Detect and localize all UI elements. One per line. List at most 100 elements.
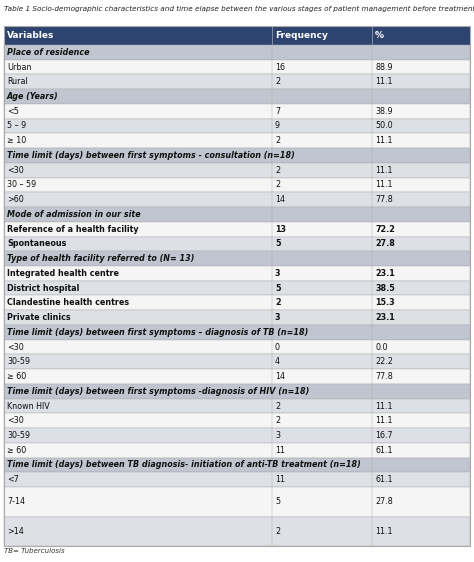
Text: 14: 14 [275,372,285,381]
Text: 38.5: 38.5 [375,284,395,293]
Bar [4,237,470,251]
Text: 3: 3 [275,269,281,278]
Text: Reference of a health facility: Reference of a health facility [7,225,138,234]
Bar [4,119,470,133]
Bar [4,26,470,45]
Text: 5 – 9: 5 – 9 [7,121,26,130]
Bar [4,325,470,339]
Text: 27.8: 27.8 [375,239,395,248]
Text: Time limit (days) between first symptoms – diagnosis of TB (n=18): Time limit (days) between first symptoms… [7,328,308,337]
Bar [4,133,470,148]
Text: Spontaneous: Spontaneous [7,239,66,248]
Text: 2: 2 [275,180,280,189]
Text: 3: 3 [275,431,280,440]
Bar [4,384,470,398]
Text: Time limit (days) between first symptoms - consultation (n=18): Time limit (days) between first symptoms… [7,151,295,160]
Text: 9: 9 [275,121,280,130]
Text: 11.1: 11.1 [375,136,392,145]
Bar [4,104,470,119]
Text: 14: 14 [275,195,285,204]
Bar [4,339,470,355]
Text: 38.9: 38.9 [375,107,393,116]
Text: Clandestine health centres: Clandestine health centres [7,298,129,307]
Bar [4,251,470,266]
Text: Place of residence: Place of residence [7,48,90,57]
Text: 5: 5 [275,284,281,293]
Bar [4,192,470,207]
Bar [4,281,470,296]
Bar [4,414,470,428]
Text: 50.0: 50.0 [375,121,393,130]
Text: 11: 11 [275,475,285,484]
Text: Frequency: Frequency [275,31,328,40]
Text: <30: <30 [7,166,24,175]
Text: Variables: Variables [7,31,55,40]
Bar [4,74,470,89]
Bar [4,266,470,281]
Bar [4,428,470,443]
Text: 72.2: 72.2 [375,225,395,234]
Text: 7: 7 [275,107,280,116]
Text: 11.1: 11.1 [375,416,392,425]
Text: Integrated health centre: Integrated health centre [7,269,119,278]
Text: 30-59: 30-59 [7,431,30,440]
Bar [4,178,470,192]
Text: Mode of admission in our site: Mode of admission in our site [7,210,141,219]
Text: 11.1: 11.1 [375,78,392,87]
Bar [4,148,470,163]
Bar [4,355,470,369]
Text: 30 – 59: 30 – 59 [7,180,36,189]
Text: Private clinics: Private clinics [7,313,71,322]
Text: 11.1: 11.1 [375,180,392,189]
Bar [4,516,470,546]
Text: 5: 5 [275,239,281,248]
Text: 27.8: 27.8 [375,497,393,506]
Text: 88.9: 88.9 [375,62,393,71]
Text: Known HIV: Known HIV [7,401,50,410]
Text: 61.1: 61.1 [375,446,392,455]
Text: 5: 5 [275,497,280,506]
Text: 11.1: 11.1 [375,527,392,536]
Text: >14: >14 [7,527,24,536]
Text: 11.1: 11.1 [375,401,392,410]
Text: Table 1 Socio-demographic characteristics and time elapse between the various st: Table 1 Socio-demographic characteristic… [4,6,474,12]
Text: 2: 2 [275,78,280,87]
Bar [4,457,470,472]
Text: 11: 11 [275,446,285,455]
Text: <30: <30 [7,343,24,352]
Text: 0: 0 [275,343,280,352]
Text: ≥ 10: ≥ 10 [7,136,26,145]
Text: 23.1: 23.1 [375,313,395,322]
Text: TB= Tuberculosis: TB= Tuberculosis [4,548,64,554]
Text: %: % [375,31,384,40]
Text: 2: 2 [275,136,280,145]
Text: <30: <30 [7,416,24,425]
Text: 7-14: 7-14 [7,497,25,506]
Text: >60: >60 [7,195,24,204]
Text: <7: <7 [7,475,19,484]
Bar [4,207,470,222]
Bar [4,60,470,74]
Bar [4,163,470,178]
Text: Age (Years): Age (Years) [7,92,59,101]
Text: 2: 2 [275,166,280,175]
Bar [4,310,470,325]
Text: ≥ 60: ≥ 60 [7,446,26,455]
Text: Time limit (days) between TB diagnosis- initiation of anti-TB treatment (n=18): Time limit (days) between TB diagnosis- … [7,460,361,469]
Text: <5: <5 [7,107,19,116]
Text: 13: 13 [275,225,286,234]
Text: 2: 2 [275,416,280,425]
Bar [4,472,470,487]
Text: 0.0: 0.0 [375,343,388,352]
Text: 23.1: 23.1 [375,269,395,278]
Text: 77.8: 77.8 [375,195,393,204]
Text: Urban: Urban [7,62,31,71]
Text: 11.1: 11.1 [375,166,392,175]
Text: District hospital: District hospital [7,284,79,293]
Bar [4,296,470,310]
Bar [4,45,470,60]
Bar [4,89,470,104]
Text: Rural: Rural [7,78,28,87]
Text: 15.3: 15.3 [375,298,395,307]
Text: Time limit (days) between first symptoms -diagnosis of HIV (n=18): Time limit (days) between first symptoms… [7,387,309,396]
